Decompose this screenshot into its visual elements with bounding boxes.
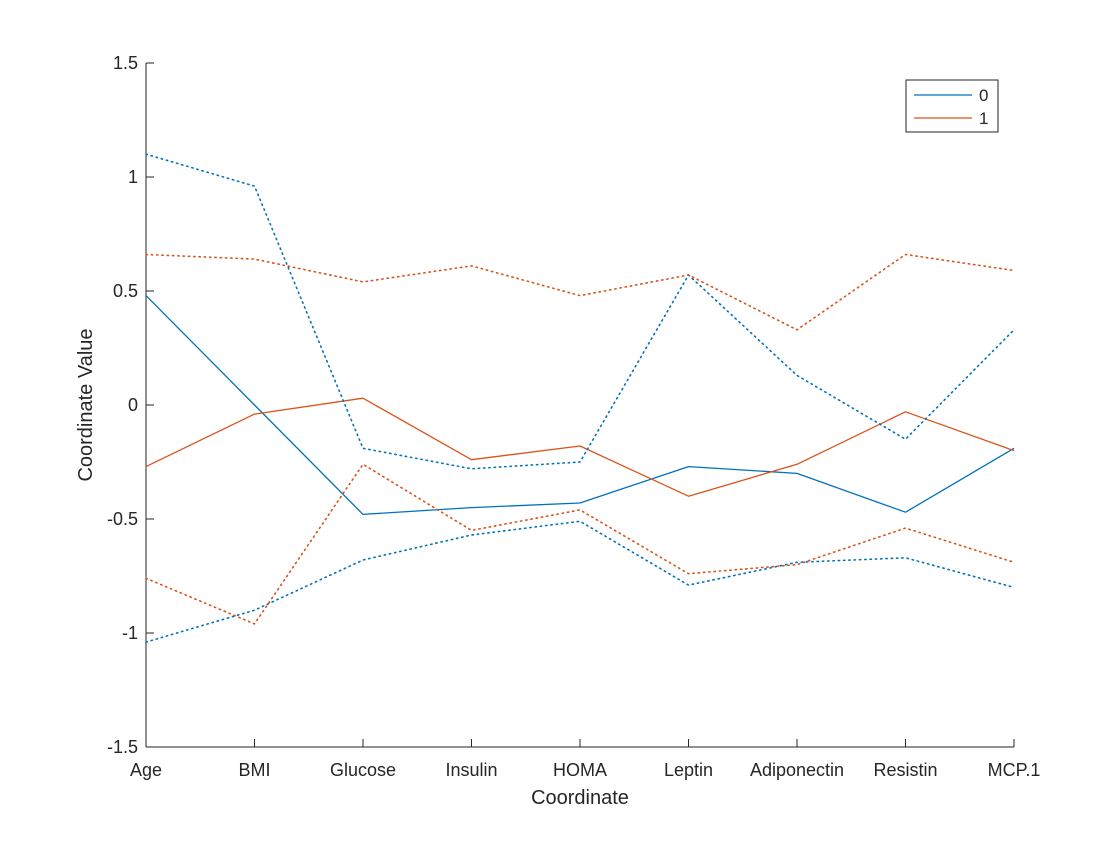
axes-layer: -1.5 -1 -0.5 0 0.5 1 1.5 Age BMI Glucose Insulin HO… <box>107 53 1040 780</box>
y-tick-label: 0 <box>128 395 138 415</box>
x-tick-label: Adiponectin <box>750 760 844 780</box>
y-tick-label: -1 <box>122 623 138 643</box>
x-tick-label: HOMA <box>553 760 607 780</box>
series-line-0-solid <box>146 296 1014 515</box>
y-tick-label: 1 <box>128 167 138 187</box>
y-tick-label: 1.5 <box>113 53 138 73</box>
legend-label-0: 0 <box>979 86 988 105</box>
series-layer <box>146 154 1014 642</box>
x-tick-label: Leptin <box>664 760 713 780</box>
series-line-1-dotted <box>146 255 1014 330</box>
y-tick-label: -0.5 <box>107 509 138 529</box>
x-tick-label: Glucose <box>330 760 396 780</box>
y-tick-label: 0.5 <box>113 281 138 301</box>
x-tick-label: Age <box>130 760 162 780</box>
x-tick-label: Insulin <box>445 760 497 780</box>
series-line-0-dotted <box>146 521 1014 642</box>
legend: 01 <box>906 80 998 132</box>
y-axis-label: Coordinate Value <box>75 328 97 481</box>
series-line-1-solid <box>146 398 1014 496</box>
legend-label-1: 1 <box>979 109 988 128</box>
x-tick-label: BMI <box>238 760 270 780</box>
x-axis-label: Coordinate <box>531 787 629 809</box>
x-tick-label: Resistin <box>873 760 937 780</box>
x-tick-label: MCP.1 <box>988 760 1041 780</box>
y-tick-label: -1.5 <box>107 737 138 757</box>
